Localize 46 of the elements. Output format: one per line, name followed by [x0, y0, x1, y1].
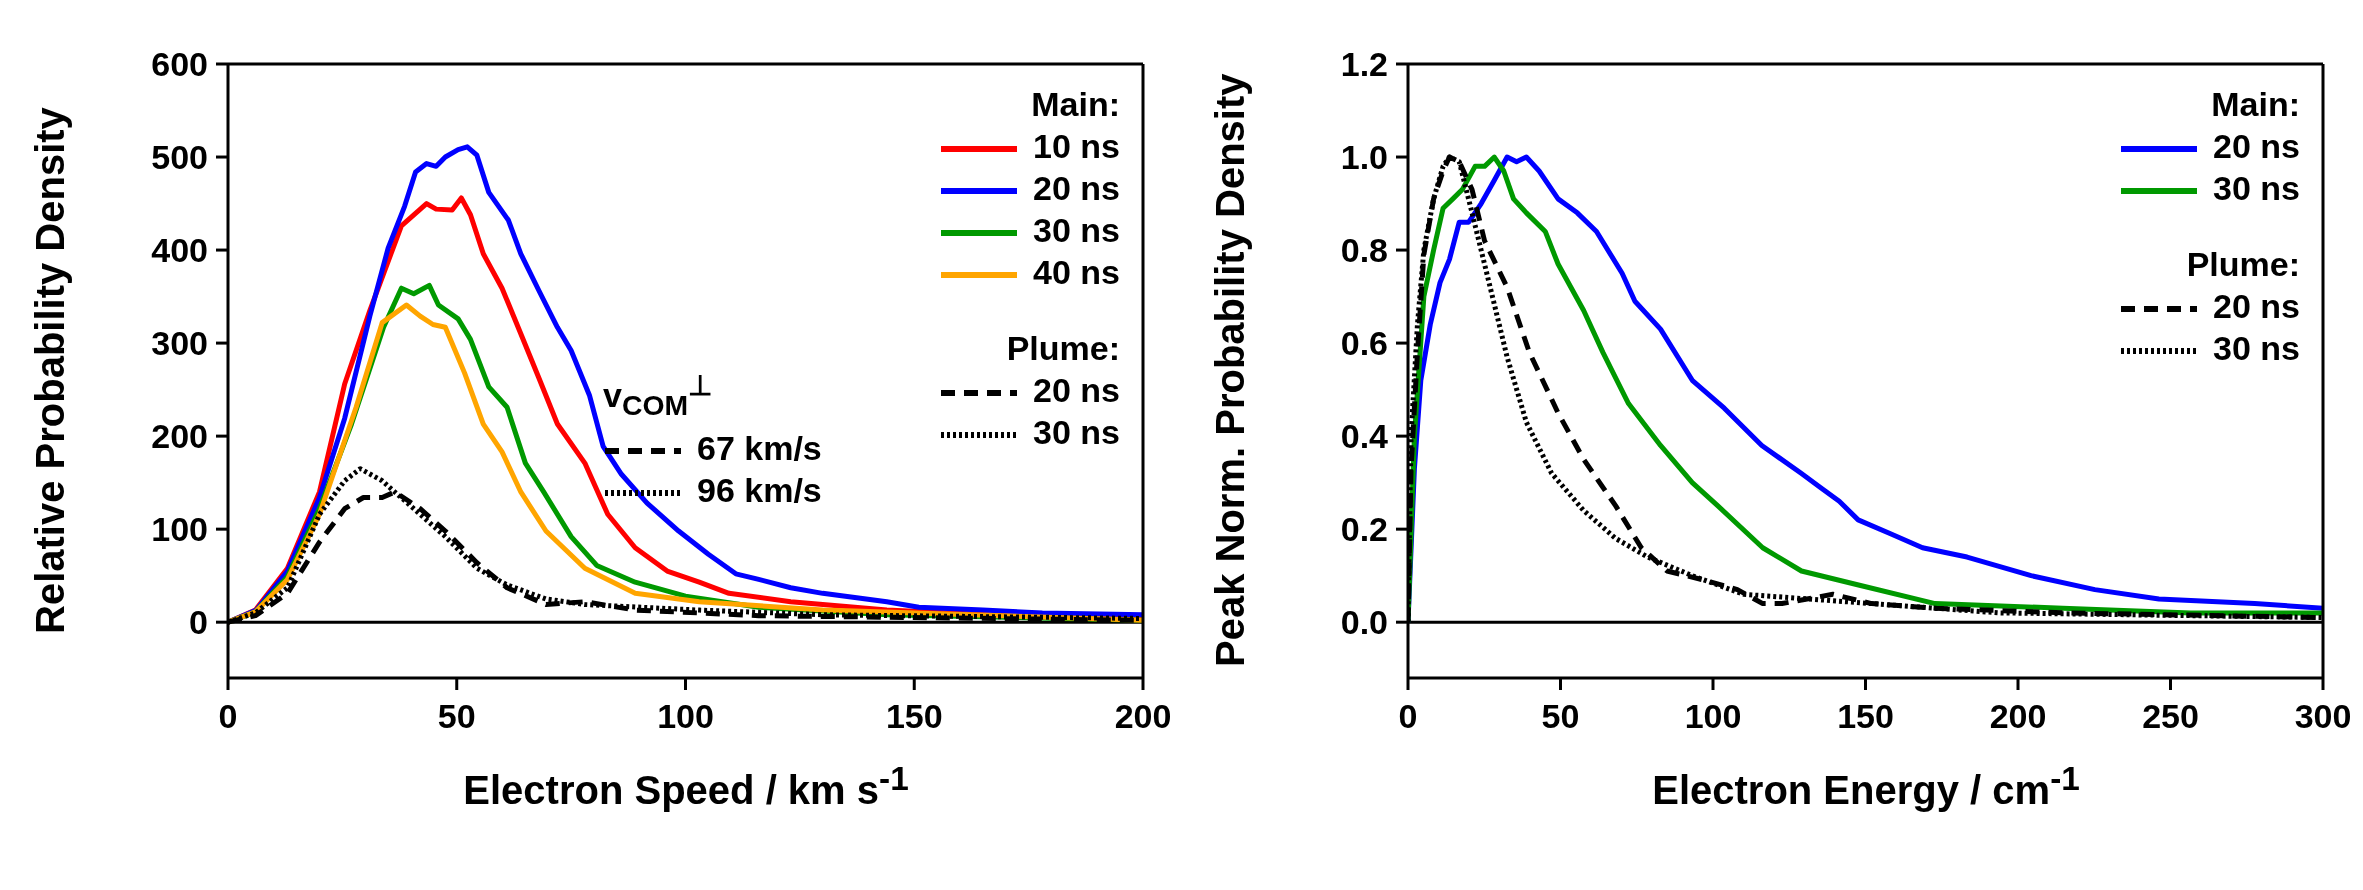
x-tick-label: 0 — [218, 697, 238, 736]
y-axis-title: Peak Norm. Probability Density — [1208, 72, 1253, 670]
y-tick-label: 1.0 — [1340, 138, 1388, 177]
annotation: Plume: — [1005, 328, 1120, 369]
y-tick-label: 0.6 — [1340, 324, 1388, 363]
x-tick-label: 100 — [657, 697, 714, 736]
x-tick-label: 100 — [1684, 697, 1742, 736]
legend-label: 30 ns — [1033, 211, 1120, 249]
x-tick-label: 300 — [2294, 697, 2352, 736]
legend-label: 40 ns — [1033, 253, 1120, 291]
x-tick-label: 200 — [1114, 697, 1172, 736]
legend-label: 20 ns — [1033, 169, 1120, 207]
annotation: Plume: — [2185, 244, 2300, 285]
annotation: Main: — [2210, 84, 2300, 125]
x-tick-label: 250 — [2142, 697, 2199, 736]
x-tick-label: 50 — [437, 697, 476, 736]
x-axis-title: Electron Speed / km s$^{-1}$ — [462, 760, 910, 814]
legend-label: 10 ns — [1033, 127, 1120, 165]
y-tick-label: 100 — [151, 510, 208, 549]
x-axis-title: Electron Energy / cm$^{-1}$ — [1651, 760, 2081, 814]
x-tick-label: 150 — [1837, 697, 1894, 736]
x-tick-label: 200 — [1989, 697, 2047, 736]
annotation: 67 km/s — [697, 429, 822, 468]
y-tick-label: 600 — [151, 45, 208, 84]
y-tick-label: 0 — [189, 603, 208, 642]
y-tick-label: 500 — [151, 138, 208, 177]
legend-label: 30 ns — [2213, 329, 2300, 367]
legend-label: 20 ns — [1033, 371, 1120, 409]
annotation: 96 km/s — [697, 471, 822, 510]
legend-label: 30 ns — [1033, 413, 1120, 451]
legend-label: 20 ns — [2213, 127, 2300, 165]
y-tick-label: 0.0 — [1340, 603, 1388, 642]
y-axis-title: Relative Probability Density — [28, 106, 73, 636]
legend-label: 20 ns — [2213, 287, 2300, 325]
y-tick-label: 0.8 — [1340, 231, 1388, 270]
annotation: Main: — [1030, 84, 1120, 125]
y-tick-label: 1.2 — [1340, 45, 1388, 84]
y-tick-label: 300 — [151, 324, 208, 363]
x-tick-label: 50 — [1541, 697, 1580, 736]
y-tick-label: 0.4 — [1340, 417, 1389, 456]
x-tick-label: 0 — [1398, 697, 1418, 736]
y-tick-label: 200 — [151, 417, 208, 456]
y-tick-label: 400 — [151, 231, 208, 270]
y-tick-label: 0.2 — [1340, 510, 1388, 549]
legend-label: 30 ns — [2213, 169, 2300, 207]
x-tick-label: 150 — [885, 697, 943, 736]
